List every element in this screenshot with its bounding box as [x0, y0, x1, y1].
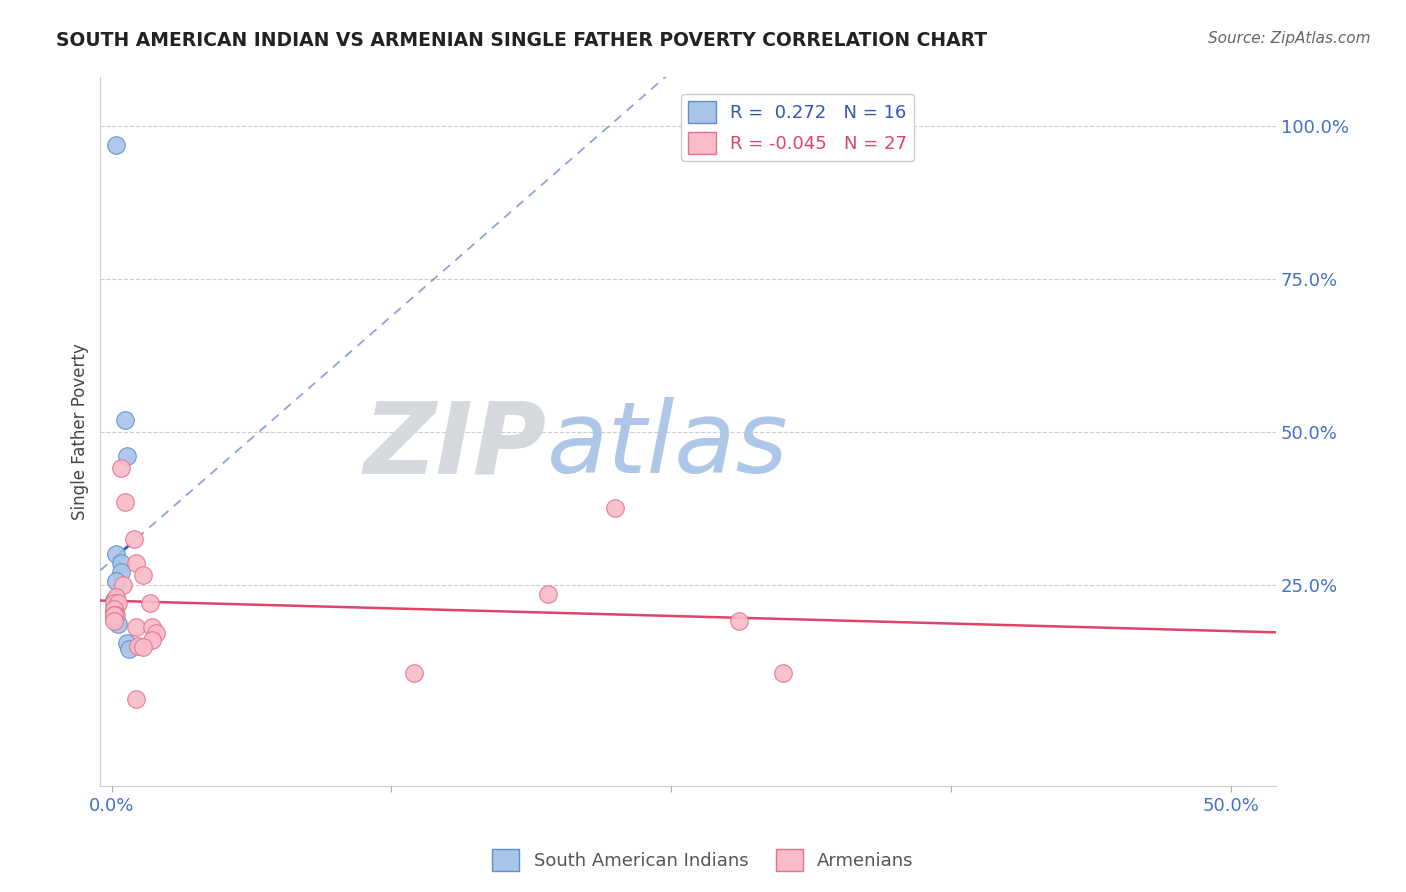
- Point: [118, 641, 141, 656]
- Point: [145, 626, 167, 640]
- Point: [103, 602, 125, 616]
- Point: [132, 640, 155, 654]
- Point: [105, 599, 128, 613]
- Point: [103, 611, 125, 625]
- Point: [110, 461, 132, 475]
- Point: [114, 495, 136, 509]
- Point: [127, 639, 149, 653]
- Point: [605, 501, 627, 516]
- Text: Source: ZipAtlas.com: Source: ZipAtlas.com: [1208, 31, 1371, 46]
- Y-axis label: Single Father Poverty: Single Father Poverty: [72, 343, 89, 520]
- Point: [107, 617, 129, 632]
- Legend: R =  0.272   N = 16, R = -0.045   N = 27: R = 0.272 N = 16, R = -0.045 N = 27: [682, 94, 914, 161]
- Point: [107, 596, 129, 610]
- Text: atlas: atlas: [547, 398, 789, 494]
- Point: [105, 608, 128, 623]
- Point: [772, 666, 794, 681]
- Point: [103, 592, 125, 607]
- Point: [105, 590, 128, 604]
- Point: [103, 605, 125, 619]
- Point: [141, 620, 163, 634]
- Legend: South American Indians, Armenians: South American Indians, Armenians: [485, 842, 921, 879]
- Point: [103, 608, 125, 623]
- Point: [115, 635, 138, 649]
- Point: [138, 596, 160, 610]
- Point: [727, 614, 749, 628]
- Point: [132, 568, 155, 582]
- Point: [103, 596, 125, 610]
- Point: [105, 137, 128, 152]
- Point: [125, 620, 148, 634]
- Point: [105, 574, 128, 589]
- Point: [115, 449, 138, 463]
- Point: [125, 556, 148, 570]
- Text: ZIP: ZIP: [364, 398, 547, 494]
- Text: SOUTH AMERICAN INDIAN VS ARMENIAN SINGLE FATHER POVERTY CORRELATION CHART: SOUTH AMERICAN INDIAN VS ARMENIAN SINGLE…: [56, 31, 987, 50]
- Point: [122, 532, 145, 546]
- Point: [125, 692, 148, 706]
- Point: [114, 412, 136, 426]
- Point: [141, 632, 163, 647]
- Point: [537, 587, 560, 601]
- Point: [110, 556, 132, 570]
- Point: [111, 577, 134, 591]
- Point: [103, 602, 125, 616]
- Point: [103, 608, 125, 623]
- Point: [105, 547, 128, 561]
- Point: [402, 666, 425, 681]
- Point: [103, 614, 125, 628]
- Point: [103, 608, 125, 623]
- Point: [110, 566, 132, 580]
